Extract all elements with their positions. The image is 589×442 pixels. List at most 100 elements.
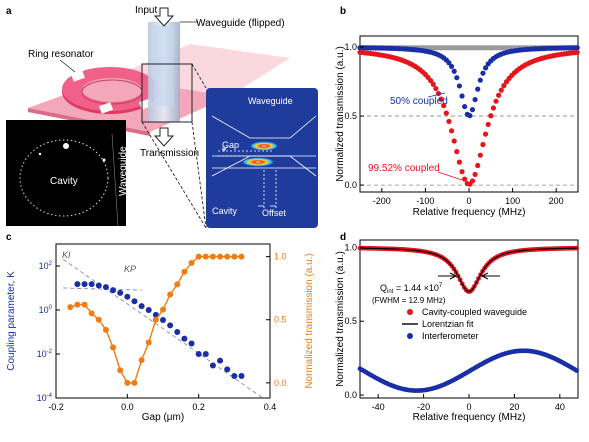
- plot-b-point: [441, 103, 447, 109]
- ninety-nine-pointer: [437, 171, 463, 181]
- plot-b-y-ticks: 0.0 0.5 1.0: [344, 42, 364, 190]
- plot-c-transmission-point: [217, 253, 224, 260]
- fwhm-arrow-right-icon: [480, 272, 500, 280]
- legend-interferometer-marker: [407, 333, 413, 339]
- micrograph-waveguide: [111, 133, 119, 227]
- plot-c-coupling-series: [74, 281, 245, 379]
- plot-b-series-red: [357, 49, 580, 187]
- ring-hole: [82, 78, 142, 102]
- fwhm-annotation: (FWHM = 12.9 MHz): [372, 296, 446, 305]
- ring-leader: [59, 59, 76, 73]
- plot-d-ytick-label: 0.0: [344, 390, 357, 400]
- plot-d-series-cavity: [357, 245, 580, 294]
- plot-c-k-point: [181, 335, 188, 342]
- panel-a: a Input Waveguide (flipped) Ring resonat…: [6, 5, 318, 229]
- plot-c-transmission-point: [81, 301, 88, 308]
- plot-b-xlabel: Relative frequency (MHz): [413, 207, 526, 218]
- plot-d-fit-line: [359, 247, 579, 293]
- plot-c-guide-lines: [62, 259, 264, 399]
- plot-b-point: [469, 178, 476, 184]
- plot-b-point: [448, 63, 455, 70]
- plot-c-transmission-point: [160, 306, 166, 313]
- inset-waveguide-outline-top: [211, 115, 317, 139]
- plot-c-right-ticks: 0.0 0.5 1.0: [266, 252, 287, 388]
- plot-b-point: [574, 45, 580, 51]
- plot-b-point: [456, 159, 463, 165]
- plot-c-transmission-point: [167, 291, 174, 298]
- plot-c-transmission-point: [145, 339, 152, 346]
- plot-b-point: [454, 149, 460, 155]
- plot-d-xtick-label: -40: [372, 402, 385, 412]
- plot-c-k-point: [174, 329, 181, 335]
- zoom-line-2: [191, 121, 207, 229]
- plot-c-transmission-point: [209, 253, 216, 260]
- plot-b-point: [482, 131, 489, 137]
- micrograph-hotspot-3: [38, 152, 42, 156]
- plot-c-transmission-point: [67, 304, 74, 311]
- plot-b-point: [574, 49, 580, 56]
- panel-b: b -200 -100 0 100 200 0.0 0.5 1.0 Relative fre…: [335, 6, 580, 218]
- plot-c-k-point: [138, 303, 145, 310]
- plot-b-point: [454, 75, 460, 81]
- plot-d-series: [357, 245, 580, 394]
- plot-c-transmission-point: [102, 326, 109, 333]
- plot-b-point: [480, 141, 486, 148]
- plot-b-point: [477, 77, 483, 83]
- plot-b-point: [428, 77, 434, 84]
- plot-b-ytick-label: 0.5: [344, 111, 357, 121]
- plot-c-transmission-point: [195, 253, 202, 260]
- plot-b-x-ticks: -200 -100 0 100 200: [373, 188, 564, 206]
- plot-d-ytick-label: 0.5: [344, 316, 357, 326]
- plot-d-xtick-label: 40: [555, 402, 565, 412]
- zoom-box: [141, 63, 193, 123]
- plot-d-legend: Cavity-coupled waveguide Lorentzian fit …: [402, 307, 527, 341]
- plot-c-transmission-point: [188, 259, 195, 266]
- micrograph-ring: [19, 139, 109, 217]
- plot-c-transmission-point: [231, 253, 238, 260]
- plot-c-xtick-label: -0.2: [48, 402, 64, 412]
- plot-b-point: [467, 113, 473, 119]
- plot-c-frame: [55, 243, 271, 399]
- inset-offset-label: Offset: [262, 208, 286, 218]
- plot-c-k-point: [81, 281, 88, 288]
- inset-cavity-label: Cavity: [212, 206, 238, 216]
- input-arrow-icon: [153, 7, 175, 27]
- ring-pad-3: [98, 102, 114, 114]
- plot-b-series: [357, 45, 580, 187]
- plot-c-guide-0: [63, 287, 142, 291]
- plot-c-left-tick-label: 102: [39, 261, 53, 271]
- plot-c-left-tick-label: 100: [39, 305, 53, 315]
- plot-c-k-point: [110, 287, 117, 294]
- plot-b-point: [430, 81, 436, 87]
- plot-c-k-point: [152, 311, 159, 318]
- plot-c-transmission-point: [110, 344, 117, 351]
- inset-gap-label: Gap: [222, 140, 239, 150]
- plot-b-point: [446, 60, 452, 66]
- plot-c-k-point: [160, 317, 166, 324]
- plot-c-k-point: [117, 289, 124, 296]
- plot-c-k-point: [131, 298, 138, 305]
- plot-b-point: [475, 86, 481, 92]
- plot-c-k-point: [224, 366, 231, 373]
- q-factor-annotation: Qint = 1.44 ×107: [380, 283, 443, 295]
- plot-c-xtick-label: 0.0: [121, 402, 134, 412]
- plot-c-guide-1: [62, 259, 264, 399]
- plot-b-point: [451, 68, 457, 74]
- plot-c-transmission-point: [117, 367, 124, 374]
- plot-d-xlabel: Relative frequency (MHz): [413, 412, 526, 423]
- plot-b-point: [443, 110, 449, 116]
- plot-c-transmission-point: [88, 310, 95, 317]
- plot-c-k-point: [145, 307, 152, 313]
- fifty-percent-annotation: 50% coupled: [390, 96, 448, 107]
- legend-cavity-marker: [407, 309, 413, 315]
- plot-c-ylabel-left: Coupling parameter, K: [6, 271, 17, 371]
- plot-c-right-tick-label: 1.0: [274, 252, 287, 262]
- plot-d-ylabel: Normalized transmission (a.u.): [335, 251, 346, 387]
- plot-b-point: [480, 70, 486, 76]
- plot-c-k-point: [217, 357, 224, 364]
- plot-c-left-tick-label: 10-2: [37, 349, 53, 359]
- plot-c-k-point: [167, 322, 174, 329]
- plot-c-left-ticks: 102 100 10-2 10-4: [37, 261, 60, 403]
- cavity-label: Cavity: [50, 176, 78, 187]
- k-parasitic-annotation: KP: [124, 264, 136, 274]
